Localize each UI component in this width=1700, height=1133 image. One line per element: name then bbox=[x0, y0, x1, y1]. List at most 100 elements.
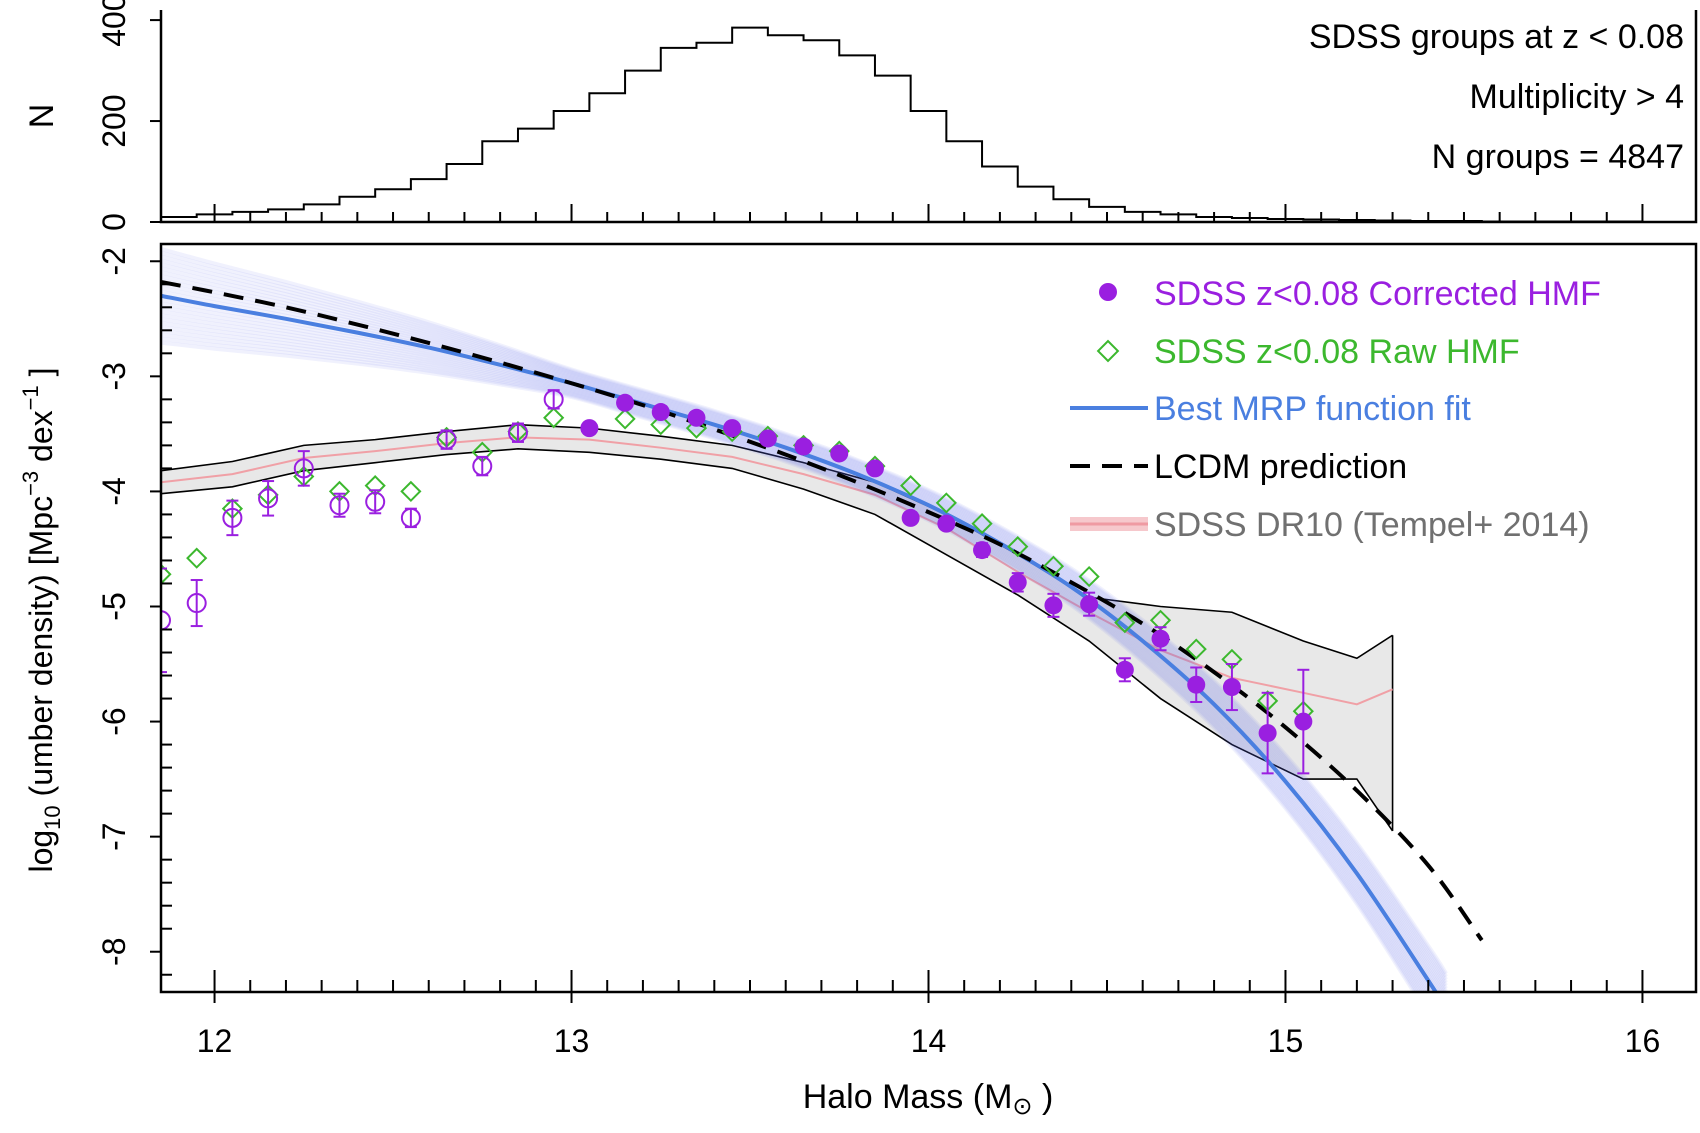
hmf-y-tick-label: -4 bbox=[96, 477, 132, 505]
corrected-hmf-point bbox=[580, 419, 599, 438]
histogram-step bbox=[161, 26, 1644, 222]
mrp-sample-line bbox=[161, 340, 1417, 992]
annotation-groups: SDSS groups at z < 0.08 bbox=[1309, 18, 1684, 56]
raw-hmf-point bbox=[614, 408, 636, 430]
legend-tempel-label: SDSS DR10 (Tempel+ 2014) bbox=[1154, 506, 1590, 544]
mrp-sample-line bbox=[161, 274, 1448, 992]
mrp-sample-line bbox=[161, 321, 1426, 992]
legend-lcdm-label: LCDM prediction bbox=[1154, 448, 1407, 486]
raw-hmf-point bbox=[1149, 609, 1172, 631]
corrected-hmf-point bbox=[1258, 724, 1277, 743]
corrected-hmf-point bbox=[1080, 595, 1099, 614]
mrp-sample-line bbox=[161, 258, 1448, 984]
raw-hmf-point bbox=[400, 480, 422, 503]
corrected-hmf-point-hollow bbox=[472, 456, 493, 477]
corrected-hmf-point-hollow bbox=[258, 488, 279, 509]
raw-hmf-point bbox=[1078, 565, 1100, 588]
hmf-x-tick-label: 13 bbox=[554, 1023, 590, 1059]
hmf-y-tick-label: -7 bbox=[96, 822, 132, 850]
corrected-hmf-point bbox=[1008, 573, 1027, 592]
tempel-upper-line bbox=[161, 423, 1394, 660]
corrected-hmf-point bbox=[1151, 629, 1170, 648]
mrp-sample-line bbox=[161, 305, 1433, 992]
raw-hmf-point bbox=[328, 480, 351, 503]
raw-hmf-point bbox=[221, 498, 244, 520]
raw-hmf-point bbox=[1114, 611, 1136, 634]
hmf-y-label: log10 (umber density) [Mpc−3 dex−1 ] bbox=[18, 367, 65, 872]
raw-hmf-point bbox=[161, 563, 172, 585]
hmf-y-tick-label: -2 bbox=[96, 247, 132, 275]
hmf-x-tick-label: 12 bbox=[197, 1023, 233, 1059]
corrected-hmf-point-hollow bbox=[222, 507, 243, 528]
hmf-y-tick-label: -8 bbox=[96, 937, 132, 965]
tempel-lower-line bbox=[161, 448, 1394, 832]
corrected-hmf-point-hollow bbox=[400, 507, 421, 528]
corrected-hmf-point bbox=[758, 429, 777, 448]
corrected-hmf-point-hollow bbox=[365, 491, 386, 512]
mrp-sample-line bbox=[161, 250, 1448, 978]
mrp-sample-line bbox=[161, 254, 1448, 981]
histogram-y-label: N bbox=[23, 104, 61, 129]
tempel-band bbox=[161, 424, 1393, 831]
corrected-hmf-point-hollow bbox=[436, 429, 457, 450]
corrected-hmf-point bbox=[901, 508, 920, 527]
mrp-fit-line bbox=[161, 293, 1439, 992]
mrp-sample-line bbox=[161, 278, 1446, 992]
corrected-hmf-point-hollow bbox=[161, 610, 171, 631]
legend-corrected-label: SDSS z<0.08 Corrected HMF bbox=[1154, 275, 1601, 313]
hmf-y-tick-label: -5 bbox=[96, 592, 132, 620]
corrected-hmf-point bbox=[830, 444, 849, 463]
mrp-sample-line bbox=[161, 317, 1427, 992]
mrp-sample-line bbox=[161, 270, 1448, 992]
histogram-y-tick-label: 200 bbox=[96, 94, 132, 147]
hmf-x-axis: 12 13 14 15 16 bbox=[197, 970, 1661, 1059]
mrp-sample-line bbox=[161, 262, 1448, 987]
mrp-sample-line bbox=[161, 309, 1431, 992]
histogram-y-axis: 0 200 400 bbox=[96, 0, 161, 231]
mrp-sample-line bbox=[161, 313, 1429, 992]
mrp-sample-line bbox=[161, 328, 1422, 992]
histogram-x-ticks bbox=[213, 204, 1644, 222]
hmf-y-axis: -2 -3 -4 -5 -6 -7 -8 bbox=[96, 247, 172, 976]
corrected-hmf-point bbox=[794, 437, 813, 456]
corrected-hmf-point bbox=[973, 541, 992, 560]
histogram-panel: 0 200 400 N SDSS groups at z < 0.08 Multip… bbox=[23, 0, 1698, 231]
corrected-hmf-point bbox=[1294, 712, 1313, 731]
hmf-x-tick-label: 14 bbox=[911, 1023, 947, 1059]
raw-hmf-point bbox=[900, 475, 922, 497]
corrected-hmf-point bbox=[651, 403, 670, 422]
raw-hmf-point bbox=[1042, 555, 1065, 577]
corrected-hmf-point-hollow bbox=[186, 593, 207, 614]
hmf-x-tick-label: 15 bbox=[1268, 1023, 1304, 1059]
hmf-x-tick-label: 16 bbox=[1625, 1023, 1661, 1059]
raw-hmf-point bbox=[935, 492, 957, 514]
corrected-hmf-point bbox=[1187, 675, 1206, 694]
raw-hmf-point bbox=[1185, 638, 1207, 660]
corrected-hmf-point bbox=[687, 408, 706, 427]
raw-hmf-point bbox=[186, 547, 208, 569]
corrected-hmf-point bbox=[1044, 596, 1063, 615]
corrected-hmf-point-hollow bbox=[329, 495, 350, 516]
legend-mrp-label: Best MRP function fit bbox=[1154, 390, 1471, 428]
mrp-sample-line bbox=[161, 325, 1424, 992]
raw-hmf-point bbox=[971, 513, 993, 535]
raw-hmf-point bbox=[507, 420, 529, 443]
corrected-hmf-point bbox=[1115, 660, 1134, 679]
raw-hmf-point bbox=[650, 414, 672, 436]
mrp-sample-line bbox=[161, 246, 1448, 975]
mrp-sample-line bbox=[161, 332, 1420, 992]
histogram-y-tick-label: 0 bbox=[96, 213, 132, 231]
corrected-hmf-point-hollow bbox=[293, 458, 314, 479]
raw-hmf-point bbox=[1007, 536, 1029, 558]
annotation-multiplicity: Multiplicity > 4 bbox=[1470, 78, 1684, 116]
corrected-hmf-point bbox=[865, 459, 884, 478]
mrp-sample-line bbox=[161, 301, 1435, 992]
histogram-y-tick-label: 400 bbox=[96, 0, 132, 47]
raw-hmf-point bbox=[1257, 690, 1279, 712]
raw-hmf-point bbox=[543, 407, 565, 429]
histogram-plot-area bbox=[161, 26, 1644, 222]
hmf-y-tick-label: -6 bbox=[96, 707, 132, 735]
hmf-y-tick-label: -3 bbox=[96, 362, 132, 390]
annotation-ngroups: N groups = 4847 bbox=[1432, 138, 1684, 176]
